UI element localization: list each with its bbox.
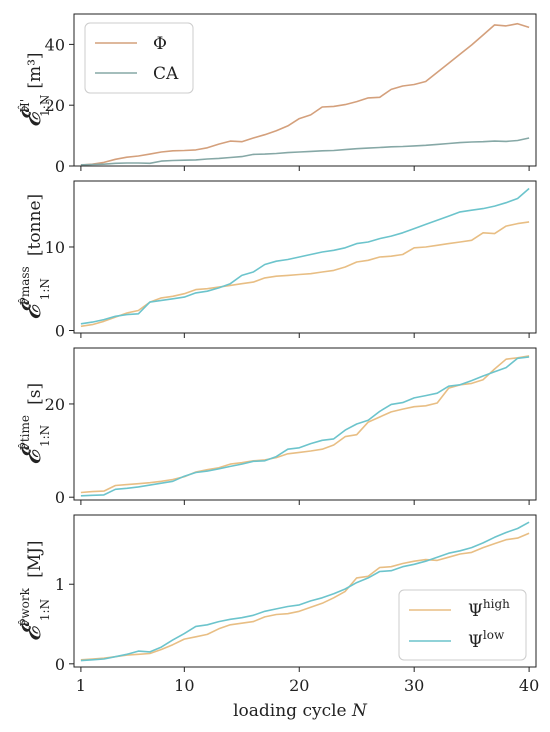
panel-4-series-2-line bbox=[80, 521, 530, 662]
panel-2-yticks: 0 10 bbox=[45, 238, 74, 340]
panel-4-ylabel: 𝓔P̂work 1:N[MJ] bbox=[17, 540, 52, 641]
y-tick-label: 0 bbox=[55, 655, 65, 674]
panel-3-series-2-line bbox=[80, 356, 530, 497]
panel-2-ylabel-sub: 1:N bbox=[38, 278, 52, 300]
panel-1-ylabel-unit: [m³] bbox=[25, 52, 45, 88]
panel-4-xticks: 1 10 20 30 40 bbox=[76, 667, 539, 695]
panel-3-ylabel-unit: [s] bbox=[25, 383, 45, 405]
panel-2-series-1-line bbox=[80, 221, 530, 328]
y-tick-label: 0 bbox=[55, 157, 65, 176]
panel-4-legend-box bbox=[398, 589, 527, 661]
panel-1-xticks bbox=[80, 166, 530, 171]
x-tick-label: 1 bbox=[76, 676, 86, 695]
panel-2-series-2-line bbox=[80, 187, 530, 325]
legend-psi-low-symbol: Ψ bbox=[468, 632, 483, 652]
x-tick-label: 20 bbox=[289, 676, 309, 695]
legend-label-psi-low: Ψlow bbox=[468, 628, 505, 652]
x-tick-label: 30 bbox=[404, 676, 424, 695]
panel-1-series-2-line bbox=[80, 137, 530, 166]
x-axis-label-text: loading cycle bbox=[233, 701, 347, 721]
panel-2-ylabel: 𝓔P̂mass 1:N[tonne] bbox=[17, 194, 52, 320]
panel-3-lines bbox=[80, 355, 530, 497]
legend-label-phi: Φ bbox=[153, 34, 167, 54]
panel-2-frame bbox=[73, 180, 537, 334]
legend-psi-high-sup: high bbox=[483, 597, 510, 611]
legend-label-ca: CA bbox=[153, 64, 179, 84]
panel-2: 010 𝓔P̂mass 1:N[tonne] bbox=[17, 180, 537, 340]
panel-1-lines bbox=[80, 22, 530, 166]
y-tick-label: 10 bbox=[45, 238, 65, 257]
panel-3: 020 𝓔P̂time 1:N[s] bbox=[17, 347, 537, 507]
legend-label-psi-high: Ψhigh bbox=[468, 597, 510, 621]
legend-psi-high-symbol: Ψ bbox=[468, 601, 483, 621]
panel-2-lines bbox=[80, 187, 530, 328]
y-tick-label: 0 bbox=[55, 488, 65, 507]
panel-3-ylabel-sup: P̂time bbox=[17, 415, 32, 450]
panel-3-frame bbox=[73, 347, 537, 501]
panel-1-yticks: 0 20 40 bbox=[45, 35, 74, 176]
panel-1-legend-box bbox=[84, 22, 194, 94]
panel-4-frame bbox=[73, 514, 537, 668]
panel-1-series-1-line bbox=[80, 22, 530, 166]
y-tick-label: 20 bbox=[45, 395, 65, 414]
panel-1-ylabel: 𝓔Ĥ' 1:N[m³] bbox=[17, 52, 52, 127]
y-tick-label: 1 bbox=[55, 575, 65, 594]
x-tick-label: 40 bbox=[519, 676, 539, 695]
panel-2-ylabel-unit: [tonne] bbox=[25, 194, 45, 256]
panel-4: 01 1 10 20 30 40 𝓔P̂work 1:N[MJ] Ψhigh Ψlow bbox=[17, 514, 539, 695]
panel-3-series-1-line bbox=[80, 355, 530, 494]
panel-4-ylabel-sup: P̂work bbox=[17, 587, 32, 626]
panel-3-ylabel-sub: 1:N bbox=[38, 425, 52, 447]
panel-2-ylabel-sup: P̂mass bbox=[17, 266, 32, 305]
panel-4-lines bbox=[80, 521, 530, 662]
panel-1-legend: Φ CA bbox=[84, 22, 194, 94]
panel-4-ylabel-sub: 1:N bbox=[38, 599, 52, 621]
y-tick-label: 0 bbox=[55, 321, 65, 340]
x-axis-label: loading cycle N bbox=[233, 701, 368, 721]
y-tick-label: 20 bbox=[45, 96, 65, 115]
panel-2-xticks bbox=[80, 333, 530, 338]
panel-3-yticks: 0 20 bbox=[45, 395, 74, 507]
panel-1-frame bbox=[73, 13, 537, 167]
legend-psi-low-sup: low bbox=[483, 628, 505, 642]
x-tick-label: 10 bbox=[174, 676, 194, 695]
x-axis-label-var: N bbox=[351, 701, 368, 721]
panel-4-yticks: 01 bbox=[55, 575, 74, 674]
panel-1-ylabel-sub: 1:N bbox=[38, 95, 52, 117]
panel-3-xticks bbox=[80, 500, 530, 505]
y-tick-label: 40 bbox=[45, 35, 65, 54]
panel-4-series-1-line bbox=[80, 532, 530, 661]
panel-4-legend: Ψhigh Ψlow bbox=[398, 589, 527, 661]
panel-1-ylabel-sup: Ĥ' bbox=[17, 99, 32, 113]
panel-4-ylabel-unit: [MJ] bbox=[25, 540, 45, 578]
